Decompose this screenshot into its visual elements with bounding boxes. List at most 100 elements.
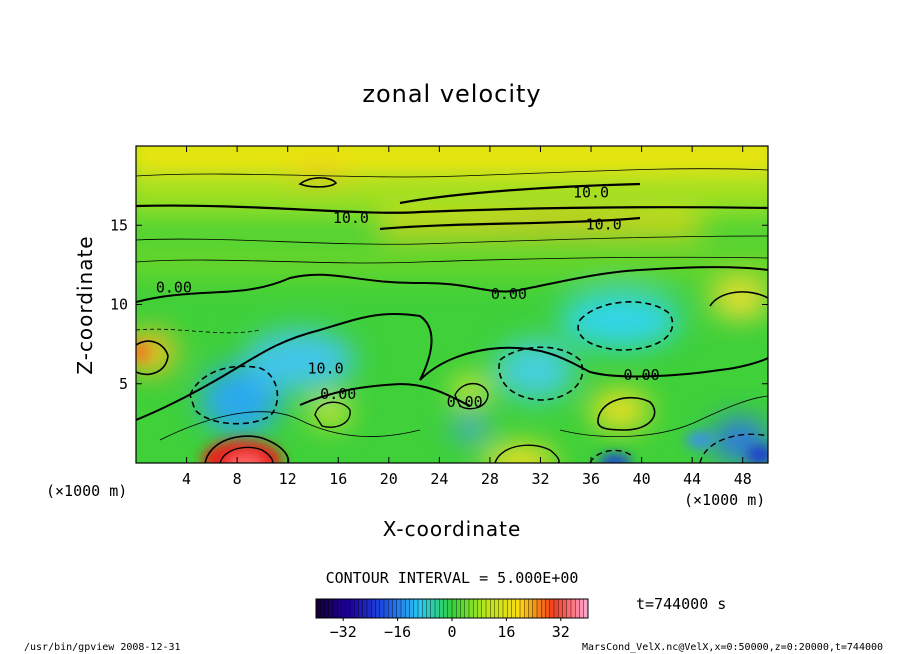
colorbar-cell bbox=[469, 599, 474, 618]
colorbar-cell bbox=[396, 599, 402, 618]
y-tick-label: 10 bbox=[110, 296, 128, 314]
contour-label-text: 10.0 bbox=[573, 184, 609, 202]
colorbar-cell bbox=[375, 599, 381, 618]
contour-interval-label: CONTOUR INTERVAL = 5.000E+00 bbox=[326, 569, 579, 587]
x-tick-label: 32 bbox=[531, 470, 549, 488]
colorbar-cell bbox=[528, 599, 534, 618]
colorbar-cell bbox=[571, 599, 576, 618]
x-axis-ticks: 4 8 12 16 20 24 28 32 36 40 44 48 bbox=[182, 146, 752, 488]
colorbar-cell bbox=[439, 599, 444, 618]
y-axis-ticks: 5 10 15 bbox=[110, 216, 768, 393]
contour-label: 10.0 bbox=[308, 359, 344, 377]
colorbar-cell bbox=[494, 599, 500, 618]
contour-label: 0.00 bbox=[624, 366, 660, 384]
colorbar-cell bbox=[422, 599, 427, 618]
colorbar-cell bbox=[367, 599, 372, 618]
colorbar-tick-label: −32 bbox=[330, 623, 357, 641]
x-tick-label: 4 bbox=[182, 470, 191, 488]
colorbar-cell bbox=[545, 599, 551, 618]
y-tick-label: 15 bbox=[110, 216, 128, 234]
contour-label: 10.0 bbox=[333, 209, 369, 227]
x-tick-label: 48 bbox=[734, 470, 752, 488]
field-blobs bbox=[136, 146, 768, 463]
contour-label-text: 0.00 bbox=[320, 385, 356, 403]
colorbar-cell bbox=[507, 599, 512, 618]
y-tick-label: 5 bbox=[119, 375, 128, 393]
colorbar-cell bbox=[541, 599, 546, 618]
colorbar-cell bbox=[337, 599, 342, 618]
colorbar-cell bbox=[379, 599, 385, 618]
colorbar-cell bbox=[583, 599, 589, 618]
contour-label-text: 0.00 bbox=[156, 279, 192, 297]
colorbar-tick-label: 0 bbox=[447, 623, 456, 641]
x-tick-label: 24 bbox=[430, 470, 448, 488]
contour-label: 0.00 bbox=[447, 393, 483, 411]
colorbar-cell bbox=[447, 599, 453, 618]
colorbar-cell bbox=[324, 599, 330, 618]
colorbar-cell bbox=[413, 599, 419, 618]
colorbar-cell bbox=[409, 599, 415, 618]
colorbar-cell bbox=[401, 599, 406, 618]
x-tick-label: 40 bbox=[633, 470, 651, 488]
contour-label: 0.00 bbox=[320, 385, 356, 403]
colorbar-cell bbox=[452, 599, 457, 618]
colorbar-cell bbox=[532, 599, 538, 618]
x-tick-label: 12 bbox=[279, 470, 297, 488]
colorbar-cell bbox=[350, 599, 355, 618]
y-axis-title: Z-coordinate bbox=[73, 235, 97, 374]
colorbar-cell bbox=[333, 599, 338, 618]
colorbar-cell bbox=[524, 599, 529, 618]
contour-label-text: 0.00 bbox=[447, 393, 483, 411]
colorbar-cell bbox=[341, 599, 347, 618]
colorbar-cell bbox=[558, 599, 563, 618]
colorbar-cell bbox=[549, 599, 555, 618]
contour-label: 10.0 bbox=[573, 184, 609, 202]
x-tick-label: 16 bbox=[329, 470, 347, 488]
x-tick-label: 8 bbox=[233, 470, 242, 488]
colorbar-cell bbox=[511, 599, 517, 618]
contour-label-text: 0.00 bbox=[624, 366, 660, 384]
footer-left: /usr/bin/gpview 2008-12-31 bbox=[24, 642, 181, 653]
colorbar-cell bbox=[537, 599, 542, 618]
colorbar-cell bbox=[473, 599, 478, 618]
contour-label-text: 10.0 bbox=[333, 209, 369, 227]
colorbar-cell bbox=[418, 599, 423, 618]
contour-label: 10.0 bbox=[586, 215, 622, 233]
x-tick-label: 44 bbox=[683, 470, 701, 488]
colorbar-cell bbox=[515, 599, 521, 618]
colorbar-cell bbox=[345, 599, 351, 618]
colorbar-cell bbox=[498, 599, 504, 618]
contour-lines bbox=[136, 168, 768, 463]
colorbar-cell bbox=[456, 599, 461, 618]
colorbar-tick-label: −16 bbox=[384, 623, 411, 641]
colorbar-cell bbox=[384, 599, 389, 618]
colorbar-cell bbox=[388, 599, 393, 618]
colorbar bbox=[315, 598, 589, 619]
colorbar-cell bbox=[477, 599, 483, 618]
footer-right: MarsCond_VelX.nc@VelX,x=0:50000,z=0:2000… bbox=[582, 642, 883, 653]
colorbar-cell bbox=[464, 599, 470, 618]
colorbar-cell bbox=[486, 599, 491, 618]
colorbar-cell bbox=[554, 599, 559, 618]
plot-area: 10.0 10.0 10.0 0.00 0.00 0.00 10.0 0.00 0.00 bbox=[135, 145, 769, 464]
colorbar-tick-label: 16 bbox=[497, 623, 515, 641]
contour-label-text: 10.0 bbox=[586, 215, 622, 233]
colorbar-cell bbox=[354, 599, 359, 618]
colorbar-cell bbox=[426, 599, 432, 618]
colorbar-cell bbox=[481, 599, 487, 618]
colorbar-cell bbox=[362, 599, 368, 618]
colorbar-cell bbox=[405, 599, 410, 618]
colorbar-cell bbox=[320, 599, 325, 618]
colorbar-cell bbox=[443, 599, 449, 618]
colorbar-tick-label: 32 bbox=[552, 623, 570, 641]
x-tick-label: 20 bbox=[380, 470, 398, 488]
contour-label-text: 0.00 bbox=[491, 285, 527, 303]
time-label: t=744000 s bbox=[636, 595, 726, 613]
colorbar-cell bbox=[316, 599, 321, 618]
colorbar-cell bbox=[460, 599, 466, 618]
colorbar-tick-labels: −32 −16 0 16 32 bbox=[330, 618, 570, 641]
contour-labels: 10.0 10.0 10.0 0.00 0.00 0.00 10.0 0.00 0.00 bbox=[156, 184, 660, 411]
colorbar-cell bbox=[430, 599, 436, 618]
colorbar-cell bbox=[562, 599, 568, 618]
